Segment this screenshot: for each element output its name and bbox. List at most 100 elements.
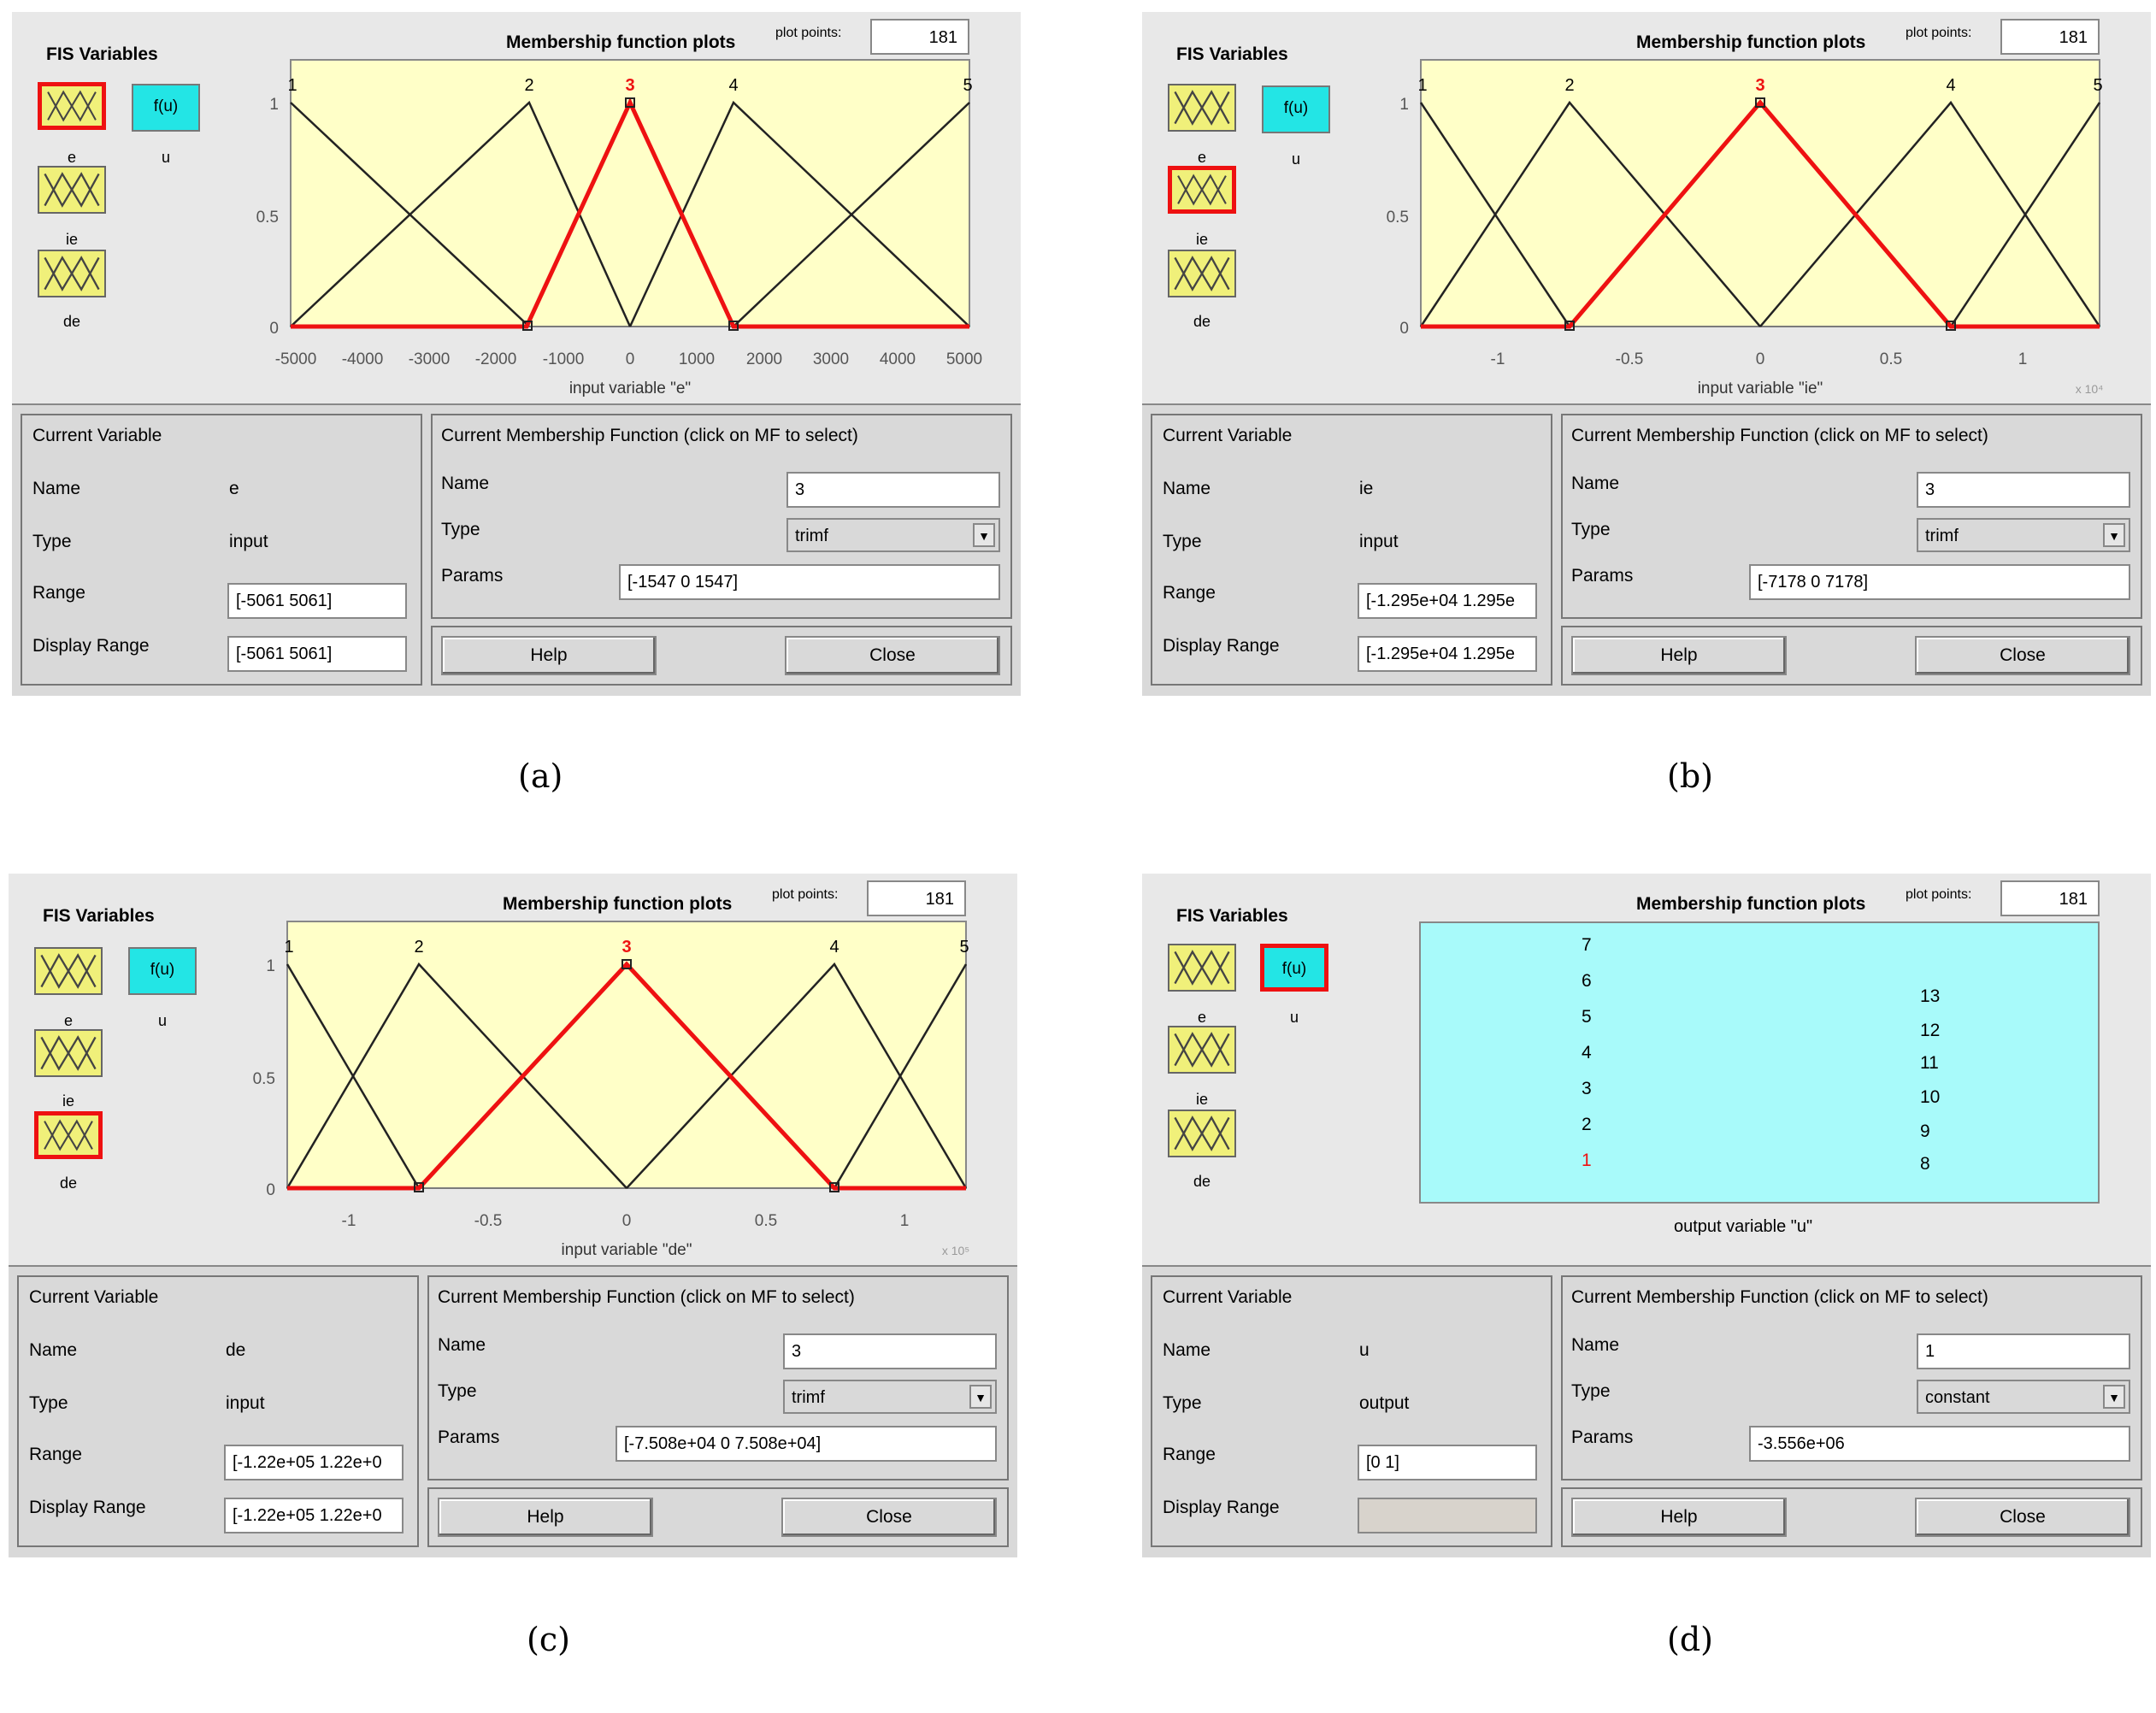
mf-handle xyxy=(829,1182,839,1192)
display-range-input[interactable]: [-5061 5061] xyxy=(227,636,407,672)
mf-name-input[interactable]: 3 xyxy=(1917,472,2130,508)
mf-type-select[interactable]: trimf ▼ xyxy=(783,1380,997,1414)
mf-5-line xyxy=(1949,102,2101,327)
display-range-input[interactable]: [-1.295e+04 1.295e xyxy=(1358,636,1537,672)
mf-3-line-selected xyxy=(1421,99,2100,329)
range-input[interactable]: [-5061 5061] xyxy=(227,583,407,619)
plot-region: FIS Variables e ie de f(u) u Membership … xyxy=(1142,12,2151,405)
help-button[interactable]: Help xyxy=(1571,636,1787,675)
params-label: Params xyxy=(1571,1428,1634,1447)
plot-points-input[interactable]: 181 xyxy=(870,19,969,55)
input-var-e-icon[interactable] xyxy=(1168,944,1236,992)
dropdown-arrow-icon[interactable]: ▼ xyxy=(973,523,995,547)
x-tick: 0 xyxy=(1756,350,1765,368)
output-var-u-icon[interactable]: f(u) xyxy=(1262,85,1330,133)
caption-d: (d) xyxy=(1667,1621,1713,1658)
plot-points-input[interactable]: 181 xyxy=(867,880,966,916)
close-button[interactable]: Close xyxy=(1915,636,2130,675)
output-var-u-icon[interactable]: f(u) xyxy=(132,84,200,132)
close-button[interactable]: Close xyxy=(1915,1498,2130,1537)
plot-points-label: plot points: xyxy=(1906,887,1972,902)
display-range-input[interactable]: [-1.22e+05 1.22e+0 xyxy=(224,1498,404,1533)
x-exponent: x 10⁴ xyxy=(2076,382,2103,396)
mf-2-line xyxy=(290,100,632,327)
input-var-de-icon[interactable] xyxy=(1168,1110,1236,1157)
input-var-de-icon[interactable] xyxy=(1168,250,1236,297)
current-mf-box: Current Membership Function (click on MF… xyxy=(427,1275,1009,1480)
mf-name-input[interactable]: 1 xyxy=(1917,1333,2130,1369)
mf-3-line-selected xyxy=(287,961,966,1191)
params-input[interactable]: [-7178 0 7178] xyxy=(1749,564,2130,600)
fu-glyph: f(u) xyxy=(153,97,179,115)
input-var-ie-icon[interactable] xyxy=(1168,166,1236,214)
output-var-u-icon[interactable]: f(u) xyxy=(128,947,197,995)
current-mf-box: Current Membership Function (click on MF… xyxy=(1561,1275,2142,1480)
output-mf-label[interactable]: 4 xyxy=(1582,1043,1592,1063)
output-mf-label[interactable]: 10 xyxy=(1920,1087,1941,1107)
range-input[interactable]: [-1.22e+05 1.22e+0 xyxy=(224,1445,404,1480)
output-mf-label[interactable]: 9 xyxy=(1920,1121,1930,1141)
params-input[interactable]: [-1547 0 1547] xyxy=(619,564,1000,600)
membership-plot[interactable]: 1 0.5 0 1 2 3 4 5 -5000 -4000 -3000 -200… xyxy=(12,12,1021,403)
var-ie-label: ie xyxy=(1195,1091,1208,1108)
current-variable-box: Current Variable Name e Type input Range… xyxy=(21,414,422,686)
mf-type-select[interactable]: trimf ▼ xyxy=(786,518,1000,552)
range-input[interactable]: [0 1] xyxy=(1358,1445,1537,1480)
dropdown-arrow-icon[interactable]: ▼ xyxy=(969,1385,992,1409)
fis-variables-title: FIS Variables xyxy=(43,906,155,926)
dropdown-arrow-icon[interactable]: ▼ xyxy=(2103,523,2125,547)
output-mf-label-selected[interactable]: 1 xyxy=(1582,1151,1592,1170)
mf-name-input[interactable]: 3 xyxy=(783,1333,997,1369)
output-mf-label[interactable]: 8 xyxy=(1920,1154,1930,1174)
input-var-e-icon[interactable] xyxy=(38,82,106,130)
mf-handle xyxy=(414,1182,424,1192)
x-tick: -0.5 xyxy=(1616,350,1644,368)
var-e-label: e xyxy=(67,149,76,166)
var-ie-label: ie xyxy=(1195,231,1208,248)
output-mf-label[interactable]: 6 xyxy=(1582,971,1592,991)
help-button[interactable]: Help xyxy=(441,636,657,675)
x-tick: 0 xyxy=(626,350,635,368)
close-button[interactable]: Close xyxy=(781,1498,997,1537)
output-mf-label[interactable]: 13 xyxy=(1920,986,1941,1006)
params-input[interactable]: [-7.508e+04 0 7.508e+04] xyxy=(616,1426,997,1462)
mf-type-select[interactable]: constant ▼ xyxy=(1917,1380,2130,1414)
input-var-ie-icon[interactable] xyxy=(1168,1026,1236,1074)
help-button[interactable]: Help xyxy=(1571,1498,1787,1537)
output-mf-label[interactable]: 2 xyxy=(1582,1115,1592,1134)
close-button[interactable]: Close xyxy=(785,636,1000,675)
params-input[interactable]: -3.556e+06 xyxy=(1749,1426,2130,1462)
var-ie-label: ie xyxy=(65,231,78,248)
mf-type-select[interactable]: trimf ▼ xyxy=(1917,518,2130,552)
input-var-de-icon[interactable] xyxy=(38,250,106,297)
input-var-e-icon[interactable] xyxy=(34,947,103,995)
output-mf-label[interactable]: 7 xyxy=(1582,935,1592,955)
membership-plot[interactable]: 1 0.5 0 1 2 3 4 5 -1 -0.5 0 0.5 1 input … xyxy=(9,874,1017,1265)
output-mf-label[interactable]: 5 xyxy=(1582,1007,1592,1027)
params-label: Params xyxy=(1571,566,1634,586)
x-tick: -0.5 xyxy=(474,1212,503,1230)
input-var-ie-icon[interactable] xyxy=(34,1029,103,1077)
range-input[interactable]: [-1.295e+04 1.295e xyxy=(1358,583,1537,619)
x-tick: -1 xyxy=(1491,350,1505,368)
output-mf-label[interactable]: 11 xyxy=(1920,1053,1939,1073)
output-mf-label[interactable]: 12 xyxy=(1920,1021,1941,1040)
input-var-de-icon[interactable] xyxy=(34,1111,103,1159)
y-tick: 0 xyxy=(1399,320,1409,338)
variable-name-value: de xyxy=(226,1340,246,1360)
output-mf-label[interactable]: 3 xyxy=(1582,1079,1592,1098)
plot-points-input[interactable]: 181 xyxy=(2000,880,2100,916)
input-var-e-icon[interactable] xyxy=(1168,84,1236,132)
x-axis-label: input variable "ie" xyxy=(1698,380,1823,397)
range-label: Range xyxy=(1163,1445,1216,1464)
dropdown-arrow-icon[interactable]: ▼ xyxy=(2103,1385,2125,1409)
output-mf-area[interactable]: 7 6 5 4 3 2 1 13 12 11 10 9 8 xyxy=(1419,921,2100,1204)
plot-points-input[interactable]: 181 xyxy=(2000,19,2100,55)
output-var-u-icon[interactable]: f(u) xyxy=(1260,944,1328,992)
membership-plot[interactable]: 1 0.5 0 1 2 3 4 5 -1 -0.5 0 0.5 1 input … xyxy=(1142,12,2151,403)
fu-glyph: f(u) xyxy=(1281,960,1307,978)
mf-name-input[interactable]: 3 xyxy=(786,472,1000,508)
mf-handle xyxy=(522,321,533,331)
input-var-ie-icon[interactable] xyxy=(38,166,106,214)
help-button[interactable]: Help xyxy=(438,1498,653,1537)
